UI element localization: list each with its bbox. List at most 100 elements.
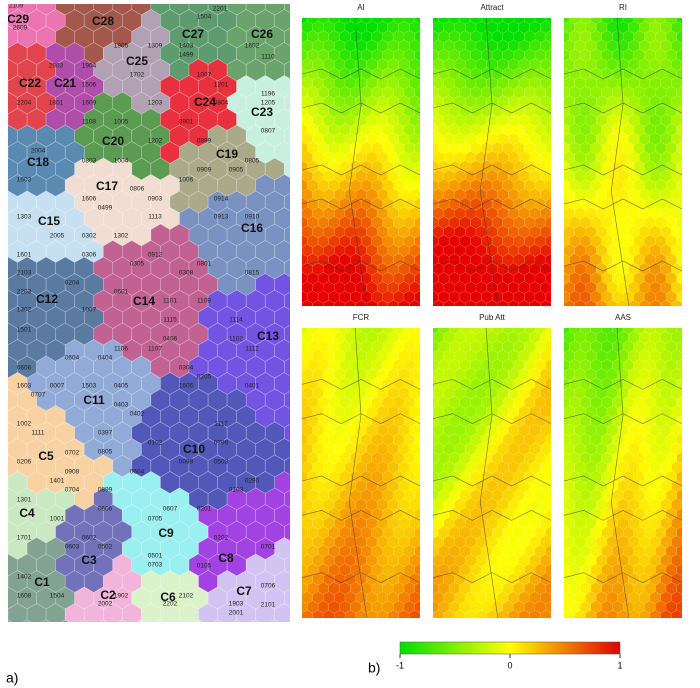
heat-cell <box>545 48 551 62</box>
heat-cell <box>414 104 420 118</box>
heat-cell <box>564 302 565 306</box>
heat-cell <box>419 334 420 341</box>
node-code: 1001 <box>50 516 65 523</box>
cluster-cell <box>8 575 9 588</box>
heat-cell <box>433 408 434 416</box>
heat-cell <box>419 371 420 378</box>
cluster-label: C21 <box>54 76 76 90</box>
heat-cell <box>545 30 551 43</box>
heat-cell <box>564 464 565 471</box>
heat-cell <box>302 265 303 273</box>
heat-cell <box>433 538 434 546</box>
heat-cell <box>302 594 303 602</box>
node-code: 0308 <box>179 270 194 277</box>
heat-cell <box>550 445 551 453</box>
heat-cell <box>540 609 551 618</box>
cluster-cell <box>80 619 89 622</box>
heat-cell <box>550 42 551 50</box>
cluster-label: C7 <box>236 584 252 598</box>
heat-cell <box>564 228 565 236</box>
heat-cell <box>676 582 682 595</box>
node-code: 0603 <box>65 544 80 551</box>
heatmap <box>564 18 682 306</box>
heat-cell <box>676 526 682 539</box>
heat-cell <box>433 352 434 360</box>
heat-cell <box>681 408 682 415</box>
cluster-label: C9 <box>158 526 174 540</box>
heat-cell <box>676 340 682 353</box>
heat-cell <box>545 141 551 155</box>
heat-cell <box>676 234 682 248</box>
heat-cell <box>676 216 682 229</box>
heat-cell <box>671 609 682 618</box>
heat-cell <box>302 371 303 378</box>
heat-cell <box>414 544 420 558</box>
node-code: 0706 <box>261 583 276 590</box>
heat-cell <box>676 489 682 502</box>
heat-cell <box>419 389 420 397</box>
heat-cell <box>671 299 682 306</box>
cluster-cell <box>251 619 260 622</box>
cluster-cell <box>8 14 9 27</box>
heat-cell <box>564 482 565 490</box>
heat-cell <box>681 427 682 434</box>
heat-cell <box>414 86 420 99</box>
heat-cell <box>550 284 551 291</box>
cluster-label: C19 <box>216 147 238 161</box>
heat-cell <box>302 23 303 31</box>
node-code: 2002 <box>98 601 113 608</box>
heat-cell <box>302 557 303 564</box>
cluster-cell <box>8 47 9 60</box>
heat-cell <box>433 557 434 564</box>
heat-cell <box>550 117 551 124</box>
heat-cell <box>302 519 303 527</box>
heat-cell <box>545 328 551 335</box>
node-code: 0102 <box>148 440 163 447</box>
cluster-label: C6 <box>160 590 176 604</box>
heat-cell <box>414 414 420 428</box>
map-title: Attract <box>480 3 504 12</box>
heat-cell <box>302 154 303 161</box>
node-code: 1101 <box>163 298 177 305</box>
heat-cell <box>550 408 551 415</box>
node-code: 1609 <box>82 100 97 107</box>
heat-cell <box>564 612 565 618</box>
node-code: 1005 <box>114 119 129 126</box>
heat-cell <box>545 272 551 285</box>
heat-cell <box>681 371 682 378</box>
map-title: AAS <box>615 313 631 322</box>
node-code: 1303 <box>17 214 32 221</box>
node-code: 1608 <box>17 593 32 600</box>
cluster-label: C20 <box>102 134 124 148</box>
heat-cell <box>302 328 308 335</box>
cluster-label: C4 <box>19 506 35 520</box>
heat-cell <box>414 234 420 248</box>
node-code: 1602 <box>245 43 260 50</box>
map-title: Pub Att <box>479 313 506 322</box>
node-code: 0205 <box>197 374 212 381</box>
node-code: 1905 <box>114 43 129 50</box>
heat-cell <box>545 470 551 484</box>
node-code: 1302 <box>114 233 129 240</box>
heat-cell <box>419 427 420 434</box>
node-code: 2102 <box>179 593 194 600</box>
node-code: 0607 <box>163 506 178 513</box>
node-code: 1603 <box>17 177 32 184</box>
cluster-cell <box>61 619 70 622</box>
heat-cell <box>550 210 551 217</box>
heat-cell <box>681 154 682 161</box>
node-code: 0815 <box>245 270 260 277</box>
heat-cell <box>550 228 551 236</box>
node-code: 1201 <box>214 82 229 89</box>
heat-cell <box>419 79 420 87</box>
node-code: 1601 <box>17 252 32 259</box>
node-code: 1309 <box>148 43 163 50</box>
heat-cell <box>433 302 434 306</box>
heat-cell <box>433 42 434 50</box>
heat-cell <box>681 389 682 397</box>
heat-cell <box>433 116 434 124</box>
heat-cell <box>545 600 551 614</box>
heat-cell <box>564 79 565 87</box>
heat-cell <box>550 98 551 105</box>
cluster-cell <box>284 159 290 179</box>
